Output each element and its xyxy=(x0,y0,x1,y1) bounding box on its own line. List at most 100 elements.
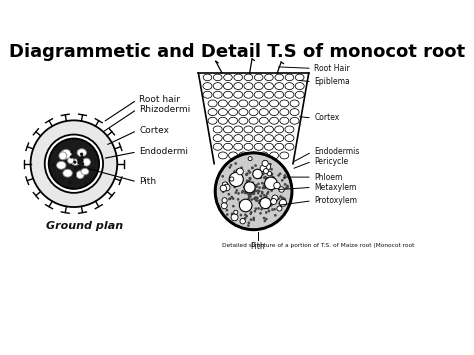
Ellipse shape xyxy=(275,126,284,133)
Ellipse shape xyxy=(223,143,232,150)
Text: Root Hair: Root Hair xyxy=(314,64,350,73)
Circle shape xyxy=(268,210,270,212)
Circle shape xyxy=(240,218,246,224)
Ellipse shape xyxy=(228,100,237,107)
Ellipse shape xyxy=(228,117,237,124)
Text: Protoxylem: Protoxylem xyxy=(314,196,357,205)
Circle shape xyxy=(272,198,273,200)
Circle shape xyxy=(252,189,253,190)
Circle shape xyxy=(255,165,256,166)
Circle shape xyxy=(248,157,252,161)
Circle shape xyxy=(281,205,282,206)
Ellipse shape xyxy=(63,169,73,177)
Ellipse shape xyxy=(219,100,228,107)
Circle shape xyxy=(221,203,227,209)
Circle shape xyxy=(284,175,285,176)
Circle shape xyxy=(278,198,279,199)
Circle shape xyxy=(75,168,77,170)
Circle shape xyxy=(260,196,262,197)
Circle shape xyxy=(253,219,255,220)
Circle shape xyxy=(222,182,228,187)
Circle shape xyxy=(255,208,256,209)
Circle shape xyxy=(271,190,272,191)
Circle shape xyxy=(234,186,236,188)
Ellipse shape xyxy=(203,91,212,98)
Circle shape xyxy=(220,185,227,192)
Circle shape xyxy=(273,187,275,189)
Circle shape xyxy=(240,214,242,216)
Ellipse shape xyxy=(290,109,299,116)
Ellipse shape xyxy=(254,143,263,150)
Ellipse shape xyxy=(223,135,232,142)
Circle shape xyxy=(223,191,224,192)
Circle shape xyxy=(267,171,272,176)
Ellipse shape xyxy=(239,117,248,124)
Ellipse shape xyxy=(295,91,304,98)
Ellipse shape xyxy=(264,135,273,142)
Ellipse shape xyxy=(285,83,294,89)
Text: Pith: Pith xyxy=(139,178,156,186)
Circle shape xyxy=(222,198,227,203)
Text: Epiblema: Epiblema xyxy=(314,77,350,86)
Circle shape xyxy=(262,187,264,189)
Circle shape xyxy=(268,203,269,204)
Circle shape xyxy=(246,187,247,188)
Circle shape xyxy=(265,179,267,180)
Circle shape xyxy=(231,214,238,221)
Ellipse shape xyxy=(244,135,253,142)
Ellipse shape xyxy=(203,83,212,89)
Ellipse shape xyxy=(264,126,273,133)
Circle shape xyxy=(252,185,253,186)
Circle shape xyxy=(81,153,82,155)
Circle shape xyxy=(249,196,250,197)
Circle shape xyxy=(247,173,248,174)
Circle shape xyxy=(256,186,257,187)
Ellipse shape xyxy=(61,149,72,159)
Circle shape xyxy=(262,198,264,200)
Ellipse shape xyxy=(249,109,258,116)
Circle shape xyxy=(251,212,252,213)
Circle shape xyxy=(279,203,280,204)
Circle shape xyxy=(281,197,282,198)
Ellipse shape xyxy=(244,126,253,133)
Circle shape xyxy=(253,217,255,219)
Ellipse shape xyxy=(223,91,232,98)
Text: Pericycle: Pericycle xyxy=(314,157,348,166)
Circle shape xyxy=(284,177,285,179)
Circle shape xyxy=(71,156,73,158)
Circle shape xyxy=(262,160,268,166)
Circle shape xyxy=(280,173,281,174)
Circle shape xyxy=(248,197,250,198)
Ellipse shape xyxy=(244,74,253,81)
Circle shape xyxy=(253,191,254,192)
Ellipse shape xyxy=(270,100,279,107)
Circle shape xyxy=(253,193,255,195)
Circle shape xyxy=(227,214,228,215)
Ellipse shape xyxy=(244,83,253,89)
Circle shape xyxy=(284,203,286,204)
Ellipse shape xyxy=(213,91,222,98)
Circle shape xyxy=(262,166,263,168)
Circle shape xyxy=(264,169,268,174)
Ellipse shape xyxy=(249,117,258,124)
Circle shape xyxy=(45,135,103,193)
Circle shape xyxy=(252,192,253,193)
Ellipse shape xyxy=(290,117,299,124)
Ellipse shape xyxy=(264,83,273,89)
Circle shape xyxy=(255,185,257,186)
Circle shape xyxy=(264,177,265,178)
Circle shape xyxy=(229,198,230,200)
Ellipse shape xyxy=(285,126,294,133)
Circle shape xyxy=(266,178,267,179)
Circle shape xyxy=(242,208,243,209)
Circle shape xyxy=(248,225,249,226)
Ellipse shape xyxy=(259,152,268,159)
Circle shape xyxy=(284,184,286,185)
Circle shape xyxy=(236,176,237,177)
Circle shape xyxy=(242,191,244,192)
Circle shape xyxy=(260,177,261,178)
Circle shape xyxy=(260,213,261,214)
Circle shape xyxy=(78,162,80,163)
Circle shape xyxy=(250,196,251,197)
Ellipse shape xyxy=(213,83,222,89)
